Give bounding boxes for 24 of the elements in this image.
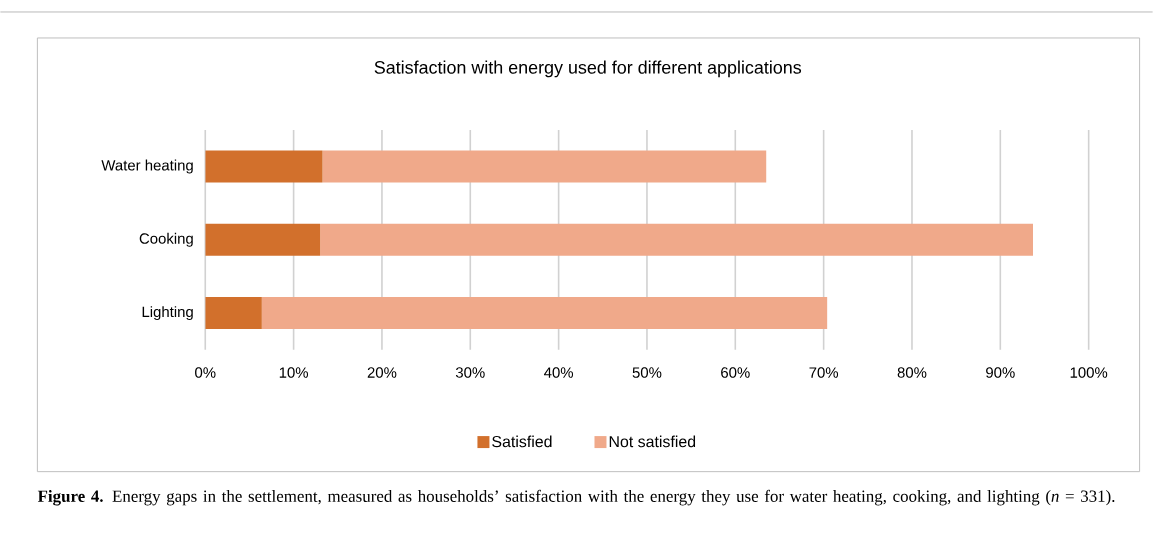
bar [320, 224, 1033, 257]
x-tick-label: 100% [1070, 367, 1108, 379]
x-tick-label: 60% [721, 367, 750, 379]
y-tick-label: Cooking [139, 233, 193, 247]
x-tick-label: 20% [367, 367, 397, 379]
legend-label: Not satisfied [609, 435, 696, 448]
y-tick-label: Lighting [142, 306, 193, 321]
bar [205, 150, 323, 183]
x-tick-label: 30% [455, 367, 485, 379]
x-tick-label: 40% [544, 367, 574, 379]
text: Figure 4. Energy gaps in the settlement, measured as households’ satisfaction with the energy they use for water heating, cooking, and lighting (n = 331). [37, 490, 1115, 506]
y-tick-label: Water heating [101, 159, 193, 174]
x-tick-label: 70% [809, 367, 839, 379]
x-tick-label: 10% [279, 367, 309, 379]
bar [322, 150, 767, 183]
bar [205, 297, 262, 330]
x-tick-label: 90% [986, 367, 1015, 379]
x-tick-label: 0% [195, 367, 216, 379]
x-tick-label: 50% [632, 367, 662, 379]
legend-label: Satisfied [492, 435, 552, 448]
x-tick-label: 80% [897, 367, 927, 379]
bar [261, 297, 828, 330]
bar [205, 224, 321, 257]
chart-title: Satisfaction with energy used for different applications [374, 60, 802, 78]
